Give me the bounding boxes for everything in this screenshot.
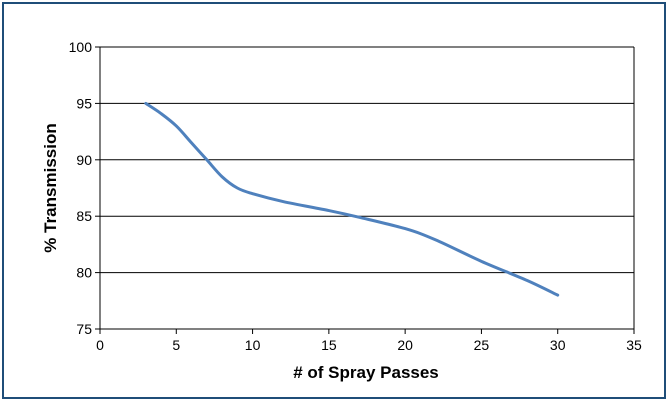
gridlines <box>100 46 634 330</box>
x-tick-label: 10 <box>245 337 261 353</box>
x-tick-label: 0 <box>96 337 104 353</box>
x-axis-title: # of Spray Passes <box>293 363 439 382</box>
y-tick-label: 90 <box>76 152 92 168</box>
y-tick-label: 80 <box>76 265 92 281</box>
x-tick-label: 30 <box>550 337 566 353</box>
y-tick-label: 85 <box>76 208 92 224</box>
chart-frame: 75 80 85 90 95 100 0 5 10 15 20 25 30 35 # of Spray P… <box>2 2 666 399</box>
y-tick-label: 75 <box>76 321 92 337</box>
series-line-0 <box>144 101 560 297</box>
x-tick-label: 20 <box>397 337 413 353</box>
line-chart: 75 80 85 90 95 100 0 5 10 15 20 25 30 35 # of Spray P… <box>41 39 642 382</box>
x-tick-label: 15 <box>321 337 337 353</box>
tick-labels: 75 80 85 90 95 100 0 5 10 15 20 25 30 35 <box>69 39 642 353</box>
y-axis-title: % Transmission <box>41 123 60 252</box>
x-tick-label: 35 <box>626 337 642 353</box>
x-tick-label: 5 <box>172 337 180 353</box>
x-tick-label: 25 <box>474 337 490 353</box>
y-tick-label: 95 <box>76 95 92 111</box>
y-tick-label: 100 <box>69 39 93 55</box>
data-series <box>144 101 560 297</box>
axes <box>95 46 635 334</box>
